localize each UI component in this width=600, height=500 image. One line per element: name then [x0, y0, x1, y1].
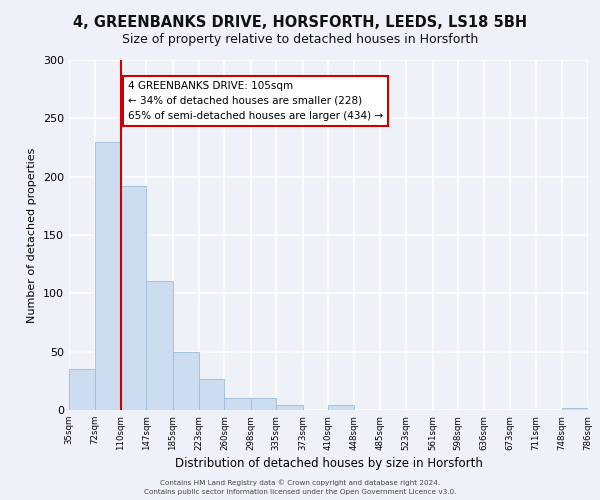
Bar — [224, 398, 251, 410]
Bar — [146, 280, 173, 410]
Text: Contains HM Land Registry data © Crown copyright and database right 2024.: Contains HM Land Registry data © Crown c… — [160, 480, 440, 486]
Bar — [121, 186, 146, 410]
Text: Size of property relative to detached houses in Horsforth: Size of property relative to detached ho… — [122, 32, 478, 46]
Bar — [173, 352, 199, 410]
Bar — [562, 408, 588, 410]
Y-axis label: Number of detached properties: Number of detached properties — [28, 148, 37, 322]
Bar — [328, 406, 355, 410]
Bar — [95, 142, 121, 410]
Text: Contains public sector information licensed under the Open Government Licence v3: Contains public sector information licen… — [144, 489, 456, 495]
Bar — [277, 406, 302, 410]
Bar — [69, 369, 95, 410]
Text: 4, GREENBANKS DRIVE, HORSFORTH, LEEDS, LS18 5BH: 4, GREENBANKS DRIVE, HORSFORTH, LEEDS, L… — [73, 15, 527, 30]
Text: 4 GREENBANKS DRIVE: 105sqm
← 34% of detached houses are smaller (228)
65% of sem: 4 GREENBANKS DRIVE: 105sqm ← 34% of deta… — [128, 81, 383, 120]
X-axis label: Distribution of detached houses by size in Horsforth: Distribution of detached houses by size … — [175, 456, 482, 469]
Bar — [199, 378, 224, 410]
Bar — [251, 398, 277, 410]
